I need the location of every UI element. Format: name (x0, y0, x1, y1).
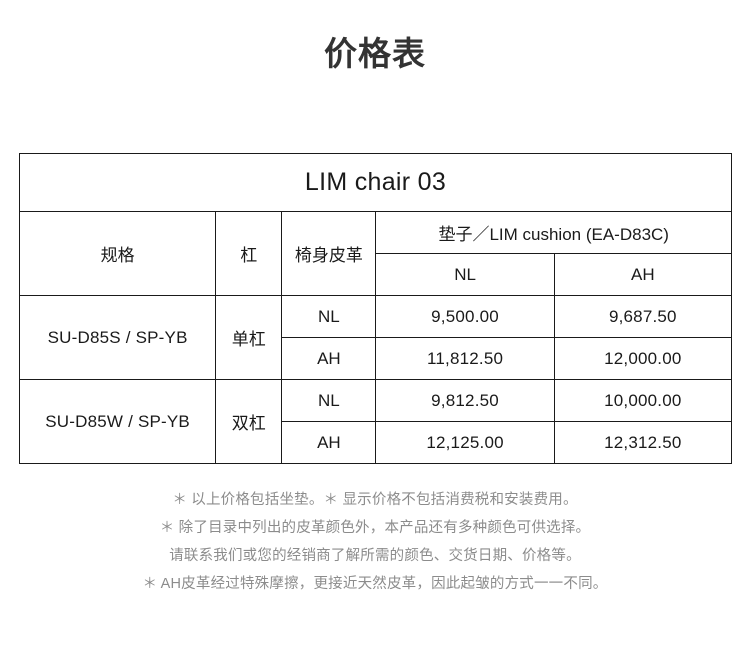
header-cushion-ah: AH (553, 253, 733, 296)
cell-leather: NL (281, 379, 377, 422)
cell-price-ah: 10,000.00 (553, 379, 733, 422)
footnote-line: ＊ 除了目录中列出的皮革颜色外，本产品还有多种颜色可供选择。 (159, 520, 591, 536)
table-header-row-1: 规格 杠 椅身皮革 垫子／LIM cushion (EA-D83C) (18, 211, 732, 296)
cell-bar: 单杠 (215, 295, 283, 380)
cell-price-ah: 9,687.50 (553, 295, 733, 338)
page-title: 价格表 (324, 35, 426, 72)
footnote-line: ＊ AH皮革经过特殊摩擦，更接近天然皮革，因此起皱的方式一一不同。 (142, 576, 608, 592)
price-table-container: LIM chair 03 规格 杠 椅身皮革 垫子／LIM cushion (E… (18, 153, 733, 464)
cell-price-nl: 12,125.00 (375, 421, 555, 464)
footnotes: ＊ 以上价格包括坐垫。＊ 显示价格不包括消费税和安装费用。 ＊ 除了目录中列出的… (0, 486, 750, 598)
header-cushion-nl: NL (375, 253, 555, 296)
price-table: LIM chair 03 规格 杠 椅身皮革 垫子／LIM cushion (E… (18, 153, 733, 464)
header-bar: 杠 (215, 211, 283, 296)
cell-spec: SU-D85W / SP-YB (18, 379, 217, 464)
table-header-row-2: NL AH (20, 253, 733, 296)
table-row: SU-D85W / SP-YB 双杠 NL 9,812.50 10,000.00 (18, 379, 733, 464)
cell-bar: 双杠 (215, 379, 283, 464)
header-cushion-group: 垫子／LIM cushion (EA-D83C) (375, 211, 732, 254)
cell-leather: AH (281, 337, 377, 380)
cell-leather: AH (281, 421, 377, 464)
product-title: LIM chair 03 (19, 153, 732, 212)
cell-price-nl: 11,812.50 (375, 337, 555, 380)
table-row: AH 12,125.00 12,312.50 (20, 421, 733, 464)
header-spec: 规格 (18, 211, 217, 296)
table-row: AH 11,812.50 12,000.00 (20, 337, 733, 380)
table-row: SU-D85S / SP-YB 单杠 NL 9,500.00 9,687.50 (18, 295, 733, 380)
cell-price-nl: 9,812.50 (375, 379, 555, 422)
cell-spec: SU-D85S / SP-YB (18, 295, 217, 380)
cell-leather: NL (281, 295, 377, 338)
header-body-leather: 椅身皮革 (281, 211, 377, 296)
footnote-line: ＊ 以上价格包括坐垫。＊ 显示价格不包括消费税和安装费用。 (172, 492, 578, 508)
product-title-row: LIM chair 03 (19, 153, 732, 212)
cell-price-nl: 9,500.00 (375, 295, 555, 338)
cell-price-ah: 12,000.00 (553, 337, 733, 380)
cell-price-ah: 12,312.50 (553, 421, 733, 464)
footnote-line: 请联系我们或您的经销商了解所需的颜色、交货日期、价格等。 (169, 548, 581, 564)
